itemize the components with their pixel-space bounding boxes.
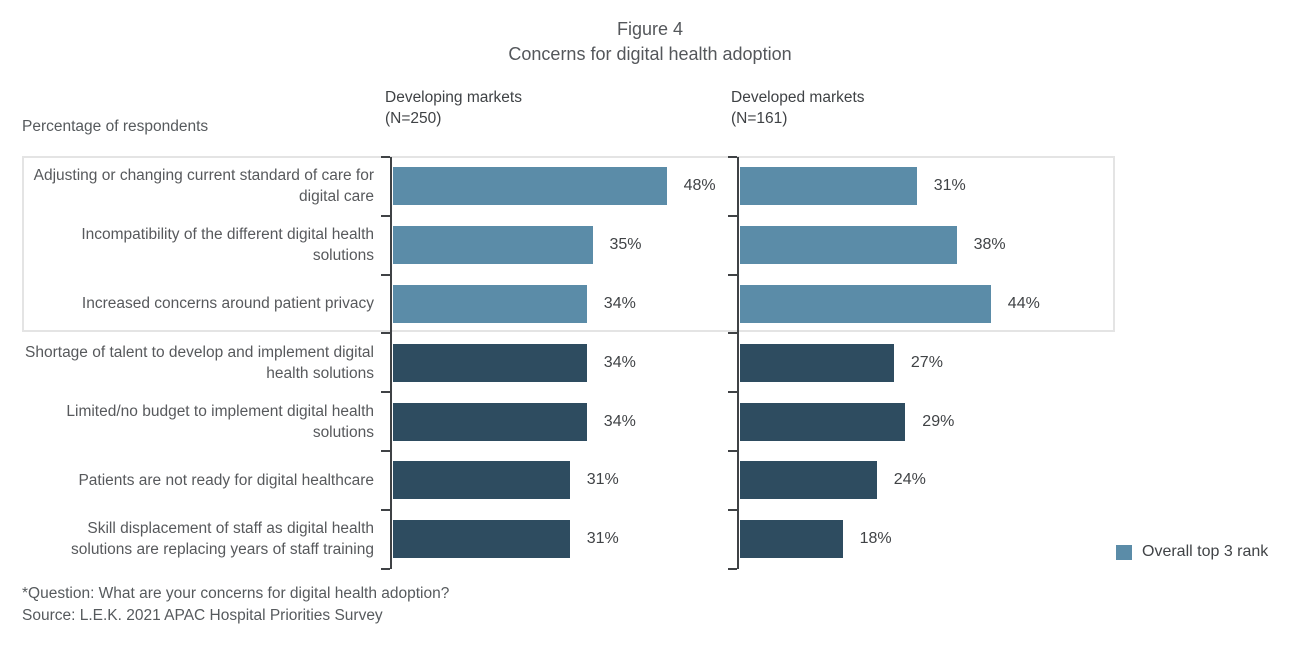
axis-tick (728, 391, 737, 394)
bar-value-label: 18% (859, 530, 892, 548)
axis-tick (381, 508, 390, 511)
bar-developing-markets-row-3 (393, 343, 587, 382)
column-header-developed: Developed markets (N=161) (731, 87, 865, 129)
bar-developed-markets-row-0 (740, 167, 917, 206)
axis-tick (728, 332, 737, 335)
bar-value-label: 27% (910, 353, 943, 371)
axis-note: Percentage of respondents (22, 118, 209, 135)
bar-developing-markets-row-0 (393, 167, 667, 206)
category-label: Skill displacement of staff as digital h… (71, 520, 374, 559)
bar-developed-markets-row-3 (740, 343, 894, 382)
column-header-developing-name: Developing markets (385, 89, 522, 106)
bar-developed-markets-row-1 (740, 226, 957, 265)
bar-developed-markets-row-6 (740, 520, 843, 559)
bar-value-label: 34% (603, 295, 636, 312)
figure-subtitle: Concerns for digital health adoption (508, 44, 792, 64)
axis-tick (381, 391, 390, 394)
bar-developing-markets-row-5 (393, 461, 570, 500)
bar-value-label: 34% (603, 353, 636, 371)
column-header-developing-n: (N=250) (385, 110, 442, 127)
axis-tick (381, 567, 390, 570)
footnote-source: Source: L.E.K. 2021 APAC Hospital Priori… (22, 607, 383, 624)
bar-value-label: 31% (586, 471, 619, 489)
axis-tick (381, 214, 390, 217)
axis-tick (728, 156, 737, 158)
bar-value-label: 34% (603, 412, 636, 430)
axis-tick (381, 450, 390, 452)
bar-value-label: 44% (1007, 295, 1040, 312)
bar-value-label: 38% (973, 236, 1006, 254)
axis-tick (381, 273, 390, 276)
category-label: Patients are not ready for digital healt… (78, 471, 374, 489)
figure-title-block: Figure 4 Concerns for digital health ado… (0, 17, 1300, 68)
footnote-question: *Question: What are your concerns for di… (22, 585, 450, 602)
top3-highlight-box (22, 156, 1115, 332)
column-header-developing: Developing markets (N=250) (385, 87, 522, 129)
axis-tick (728, 214, 737, 217)
axis-tick (728, 567, 737, 570)
axis-line-panel-1 (737, 157, 739, 569)
bar-developing-markets-row-6 (393, 520, 570, 559)
bar-value-label: 35% (609, 236, 642, 254)
bar-developed-markets-row-5 (740, 461, 877, 500)
bar-developing-markets-row-1 (393, 226, 593, 265)
axis-tick (728, 273, 737, 276)
category-label: Adjusting or changing current standard o… (33, 167, 374, 206)
category-label: Increased concerns around patient privac… (81, 295, 374, 313)
legend-swatch (1116, 544, 1132, 560)
bar-developing-markets-row-4 (393, 402, 587, 441)
bar-value-label: 48% (683, 177, 716, 195)
figure-number: Figure 4 (616, 19, 684, 39)
axis-tick (381, 156, 390, 158)
category-label: Limited/no budget to implement digital h… (66, 402, 374, 441)
bar-value-label: 31% (586, 530, 619, 548)
column-header-developed-name: Developed markets (731, 89, 865, 106)
legend-label: Overall top 3 rank (1142, 543, 1269, 560)
bar-value-label: 31% (933, 177, 966, 195)
column-header-developed-n: (N=161) (731, 110, 788, 127)
bar-developed-markets-row-4 (740, 402, 906, 441)
category-label: Shortage of talent to develop and implem… (25, 343, 374, 382)
bar-value-label: 24% (893, 471, 926, 489)
axis-line-panel-0 (390, 157, 392, 569)
axis-tick (381, 332, 390, 335)
axis-tick (728, 508, 737, 511)
legend: Overall top 3 rank (1116, 543, 1268, 561)
category-label: Incompatibility of the different digital… (81, 226, 374, 265)
bar-developed-markets-row-2 (740, 285, 991, 323)
bar-value-label: 29% (922, 412, 955, 430)
axis-tick (728, 450, 737, 452)
bar-developing-markets-row-2 (393, 285, 587, 323)
footnotes: *Question: What are your concerns for di… (22, 583, 449, 627)
